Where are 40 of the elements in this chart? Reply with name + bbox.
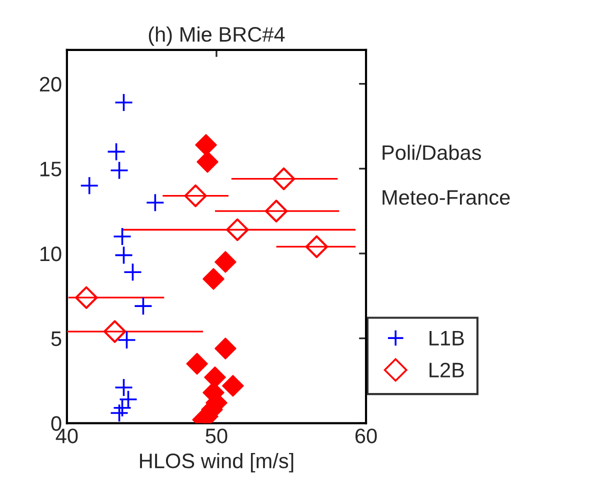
legend-label: L2B xyxy=(430,362,464,378)
point xyxy=(196,150,218,173)
point xyxy=(80,176,99,196)
point xyxy=(214,251,236,273)
point xyxy=(110,160,129,180)
x-tick-label: 60 xyxy=(355,428,377,444)
y-tick-label: 20 xyxy=(40,76,62,92)
legend-label: L1B xyxy=(430,330,464,346)
y-tick-label: 0 xyxy=(51,416,62,431)
point xyxy=(114,378,134,397)
y-tick-label: 5 xyxy=(51,332,62,346)
point xyxy=(305,235,328,258)
text: Poli/Dabas xyxy=(382,144,481,160)
x-axis-title: HLOS wind [m/s] xyxy=(140,452,294,472)
x-tick-label: 50 xyxy=(206,428,228,444)
point xyxy=(272,167,296,190)
point xyxy=(222,374,244,397)
point xyxy=(106,142,126,162)
point xyxy=(186,352,208,375)
point xyxy=(264,200,288,222)
point xyxy=(114,93,134,112)
y-tick-label: 15 xyxy=(40,162,62,176)
point xyxy=(114,246,134,265)
y-tick-label: 10 xyxy=(40,246,62,262)
point xyxy=(134,296,153,316)
point xyxy=(202,268,224,290)
point xyxy=(123,262,142,282)
text: Meteo-France xyxy=(382,190,510,205)
point xyxy=(184,184,207,208)
point xyxy=(195,134,217,156)
point xyxy=(75,286,98,309)
point xyxy=(103,320,126,343)
point xyxy=(117,330,136,350)
point xyxy=(110,404,129,422)
point xyxy=(226,218,249,242)
point xyxy=(112,227,132,246)
point xyxy=(214,338,236,360)
x-tick-label: 40 xyxy=(56,428,78,444)
chart-title: (h) Mie BRC#4 xyxy=(148,26,285,46)
point xyxy=(146,193,165,212)
